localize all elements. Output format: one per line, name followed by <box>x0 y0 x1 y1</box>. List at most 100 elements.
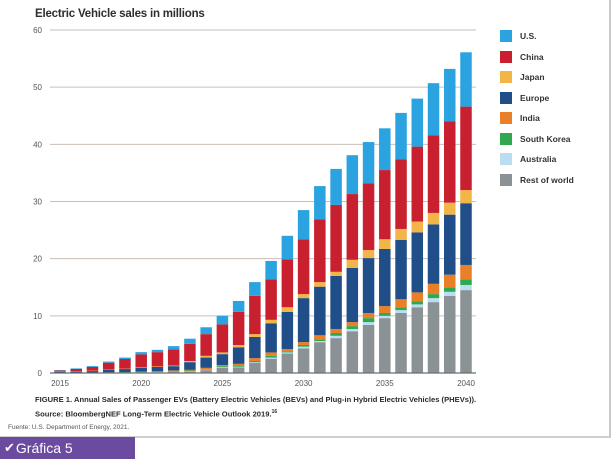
bar-segment-europe-2026 <box>232 347 245 364</box>
bar-segment-japan-2027 <box>249 334 261 337</box>
bar-segment-australia-2035 <box>379 315 391 319</box>
bar-segment-europe-2021 <box>151 366 164 372</box>
legend-label: India <box>520 113 540 123</box>
bar-segment-u-s--2028 <box>265 260 277 280</box>
bar-segment-south-korea-2034 <box>362 318 375 323</box>
bar-stack-2025 <box>216 315 229 373</box>
bar-segment-australia-2024 <box>200 369 212 371</box>
bar-segment-rest-of-world-2028 <box>265 358 277 373</box>
bar-segment-china-2033 <box>346 194 359 260</box>
bar-stack-2018 <box>102 361 115 374</box>
bar-segment-japan-2031 <box>314 282 326 287</box>
bar-segment-china-2027 <box>249 295 261 335</box>
chart-panel: Electric Vehicle sales in millions 0 10 20… <box>0 0 611 438</box>
bar-segment-rest-of-world-2029 <box>281 353 294 373</box>
bar-segment-china-2037 <box>411 146 424 222</box>
bar-segment-china-2021 <box>151 352 164 367</box>
bar-stack-2028 <box>265 260 277 373</box>
bar-segment-india-2024 <box>200 367 212 369</box>
legend-label: South Korea <box>520 133 571 144</box>
y-tick-label: 50 <box>33 83 42 92</box>
bar-segment-china-2022 <box>167 349 180 366</box>
bar-segment-china-2035 <box>379 170 391 240</box>
bar-segment-south-korea-2038 <box>427 294 440 299</box>
bar-segment-u-s--2017 <box>86 366 99 367</box>
bar-segment-rest-of-world-2031 <box>314 342 326 373</box>
bar-segment-japan-2024 <box>200 355 212 358</box>
bar-segment-u-s--2021 <box>151 349 164 353</box>
bar-stack-2026 <box>232 300 245 373</box>
bar-segment-china-2016 <box>70 368 82 372</box>
bars <box>54 52 472 374</box>
legend-label: Europe <box>520 92 550 103</box>
bar-segment-japan-2038 <box>427 212 440 225</box>
legend-item-u-s-: U.S. <box>500 26 574 46</box>
legend-swatch <box>500 30 512 42</box>
source-note: Fuente: U.S. Department of Energy, 2021. <box>8 424 130 431</box>
bar-segment-china-2020 <box>135 354 147 367</box>
bar-segment-south-korea-2036 <box>395 307 407 311</box>
bar-segment-japan-2035 <box>379 239 391 249</box>
figure-label-text: Gráfica 5 <box>15 440 73 456</box>
bar-segment-u-s--2019 <box>119 357 131 359</box>
bar-segment-china-2015 <box>54 370 66 372</box>
bar-segment-japan-2020 <box>135 366 147 368</box>
y-tick-label: 60 <box>33 26 42 35</box>
bar-segment-china-2025 <box>216 324 229 353</box>
bar-stack-2040 <box>460 52 472 373</box>
bar-segment-china-2026 <box>232 311 245 345</box>
bar-segment-china-2032 <box>330 204 342 272</box>
bar-stack-2038 <box>427 83 440 373</box>
bar-segment-u-s--2037 <box>411 98 424 147</box>
bar-segment-u-s--2036 <box>395 112 407 160</box>
bar-segment-europe-2033 <box>346 267 359 323</box>
bar-segment-u-s--2034 <box>362 142 375 184</box>
bar-segment-rest-of-world-2027 <box>249 362 261 373</box>
bar-segment-rest-of-world-2033 <box>346 331 359 373</box>
bar-segment-u-s--2024 <box>200 327 212 335</box>
bar-segment-u-s--2039 <box>444 68 456 122</box>
bar-segment-china-2019 <box>119 358 131 369</box>
bar-segment-u-s--2020 <box>135 352 147 355</box>
legend-swatch <box>500 112 512 124</box>
y-tick-label: 40 <box>33 140 42 149</box>
legend-swatch <box>500 132 512 145</box>
bar-segment-u-s--2016 <box>70 368 82 369</box>
bar-segment-south-korea-2026 <box>232 365 245 367</box>
bar-segment-europe-2024 <box>200 357 212 368</box>
legend-swatch <box>500 91 512 104</box>
legend-item-china: China <box>500 47 574 67</box>
bar-segment-europe-2022 <box>167 366 180 371</box>
bar-segment-japan-2029 <box>281 307 294 312</box>
caption-line-1: FIGURE 1. Annual Sales of Passenger EVs … <box>35 395 477 404</box>
bar-segment-europe-2038 <box>427 224 440 284</box>
bar-segment-australia-2037 <box>411 304 424 308</box>
bar-segment-japan-2023 <box>184 360 196 363</box>
bar-segment-china-2024 <box>200 334 212 356</box>
bar-segment-south-korea-2028 <box>265 355 277 358</box>
bar-segment-rest-of-world-2034 <box>362 324 375 373</box>
bar-segment-europe-2025 <box>216 354 229 365</box>
bar-segment-u-s--2030 <box>297 210 310 240</box>
bar-segment-europe-2030 <box>297 298 310 343</box>
bar-segment-south-korea-2029 <box>281 351 294 353</box>
legend-label: Australia <box>520 154 557 164</box>
bar-segment-china-2038 <box>427 135 440 213</box>
bar-segment-u-s--2027 <box>249 282 261 296</box>
bar-segment-japan-2036 <box>395 228 407 240</box>
bar-stack-2030 <box>297 210 310 373</box>
legend-swatch <box>500 71 512 83</box>
bar-segment-india-2036 <box>395 299 407 308</box>
bar-stack-2031 <box>314 186 326 373</box>
bar-segment-u-s--2032 <box>330 168 342 205</box>
legend-label: Japan <box>520 72 545 82</box>
bar-segment-south-korea-2039 <box>444 287 456 292</box>
bar-segment-australia-2038 <box>427 298 440 303</box>
x-tick-label: 2025 <box>214 379 232 388</box>
check-mark-icon: ✔ <box>4 440 15 455</box>
bar-segment-australia-2026 <box>232 366 245 368</box>
bar-segment-u-s--2038 <box>427 83 440 136</box>
bar-segment-japan-2039 <box>444 202 456 215</box>
x-tick-label: 2020 <box>132 379 150 388</box>
legend-item-australia: Australia <box>500 149 574 169</box>
